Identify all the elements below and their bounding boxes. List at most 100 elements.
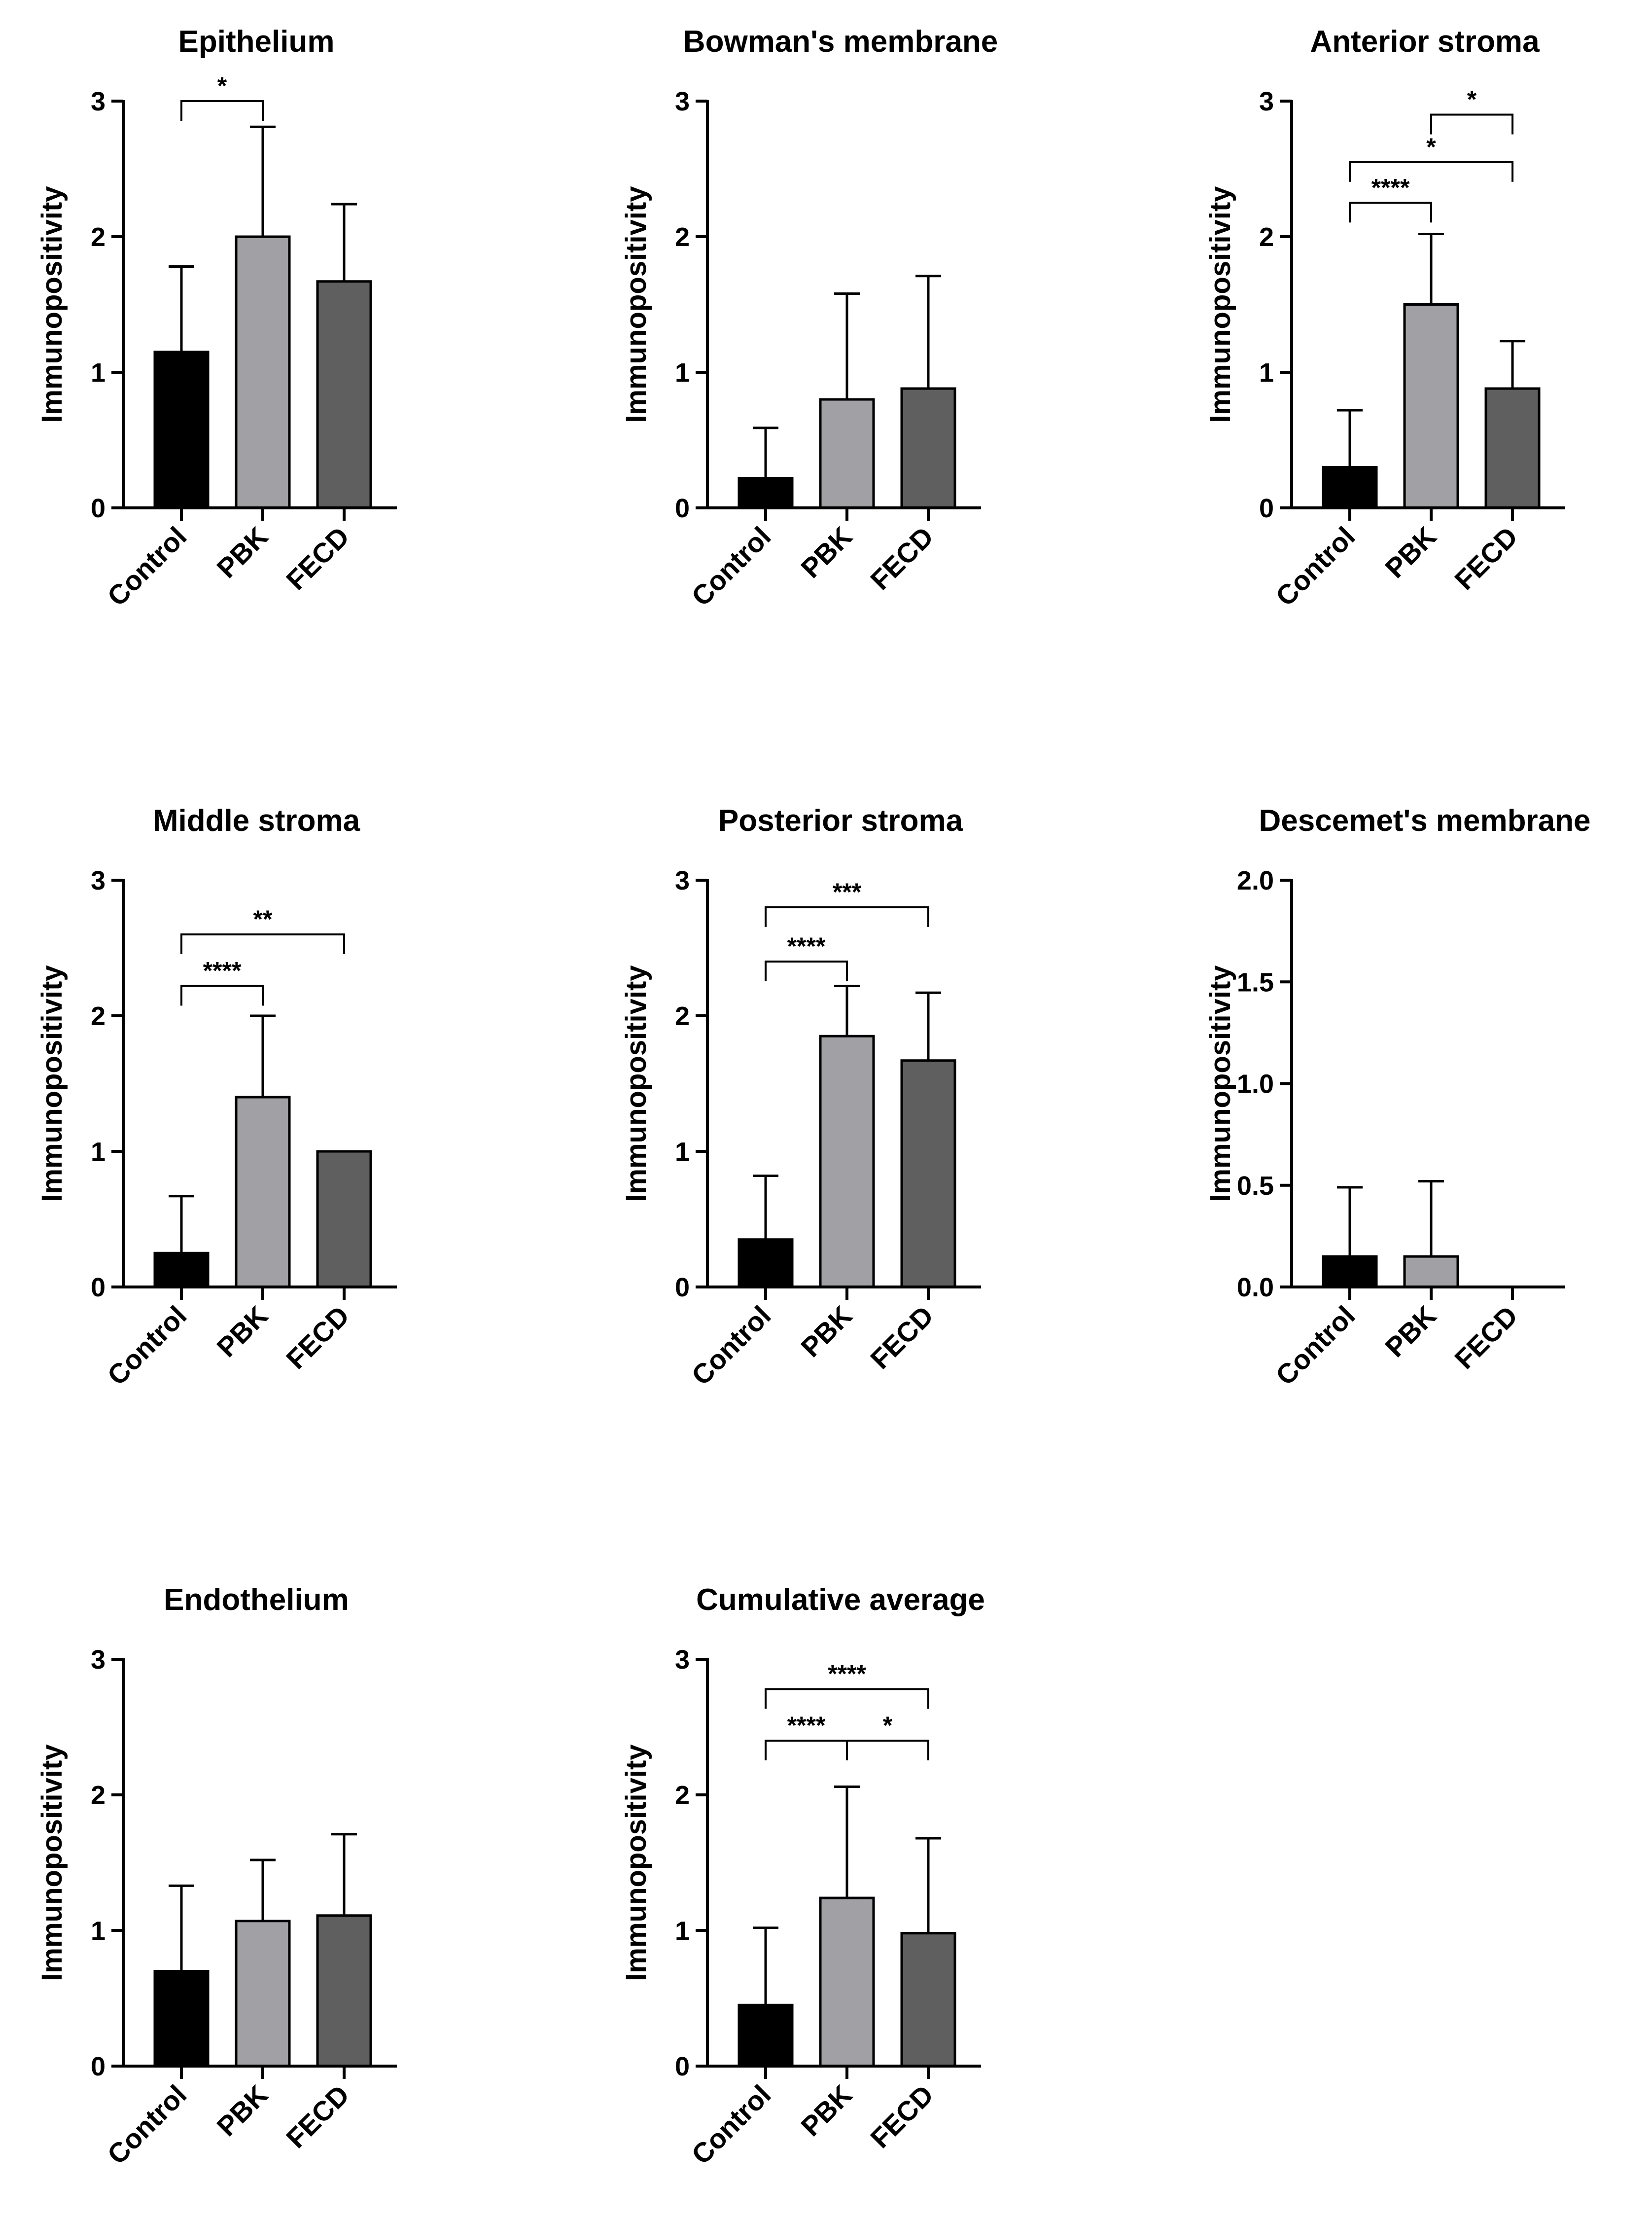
significance-bracket (180, 100, 264, 121)
y-tick-label: 0 (91, 2052, 105, 2081)
y-tick-label: 0 (675, 1273, 690, 1302)
bar-fecd (316, 1150, 372, 1288)
bar-control (738, 1238, 794, 1288)
y-tick-label: 1 (91, 1916, 105, 1946)
y-tick-label: 3 (675, 87, 690, 116)
bar-control (738, 477, 794, 509)
significance-label: **** (828, 1660, 866, 1688)
chart-title: Endothelium (164, 1583, 349, 1617)
significance-label: *** (833, 878, 862, 906)
x-tick-label-control: Control (685, 1300, 776, 1391)
chart-panel-descemet-s-membrane: Descemet's membrane Immunopositivity 0.0 0.… (1204, 804, 1590, 1391)
bar-control (153, 351, 210, 509)
bar-pbk (1403, 303, 1459, 509)
y-tick-label: 3 (91, 87, 105, 116)
chart-title: Bowman's membrane (683, 25, 998, 59)
y-tick-label: 1 (675, 358, 690, 388)
y-axis-label: Immunopositivity (1204, 186, 1236, 423)
y-tick-label: 1.0 (1237, 1070, 1274, 1099)
y-tick-label: 0 (91, 1273, 105, 1302)
x-tick-label-fecd: FECD (280, 521, 355, 596)
significance-bracket (846, 1740, 929, 1760)
bar-pbk (235, 1096, 291, 1288)
x-tick-label-fecd: FECD (864, 2079, 939, 2154)
bar-control (1322, 1255, 1378, 1288)
chart-title: Posterior stroma (718, 804, 963, 838)
x-tick-label-fecd: FECD (280, 2079, 355, 2154)
chart-panel-cumulative-average: Cumulative average Immunopositivity 0 1 2 3 Co… (620, 1583, 985, 2170)
y-tick-label: 1 (1259, 358, 1274, 388)
significance-bracket (1349, 161, 1513, 182)
y-tick-label: 2 (91, 1781, 105, 1810)
bar-control (153, 1970, 210, 2068)
bar-control (153, 1251, 210, 1288)
chart-title: Descemet's membrane (1259, 804, 1591, 838)
significance-bracket (1430, 113, 1513, 135)
y-tick-label: 3 (675, 866, 690, 895)
chart-panel-anterior-stroma: Anterior stroma Immunopositivity 0 1 2 3 Contr… (1204, 25, 1565, 612)
y-axis-label: Immunopositivity (620, 186, 652, 423)
significance-label: **** (1371, 174, 1410, 201)
x-tick-label-pbk: PBK (211, 1300, 274, 1363)
y-tick-label: 0.0 (1237, 1273, 1274, 1302)
y-tick-label: 1 (91, 1137, 105, 1167)
x-tick-label-pbk: PBK (795, 1300, 858, 1363)
bar-control (738, 2003, 794, 2068)
x-tick-label-control: Control (101, 521, 192, 612)
x-tick-label-control: Control (685, 521, 776, 612)
bar-control (1322, 466, 1378, 509)
x-tick-label-fecd: FECD (1448, 1300, 1523, 1375)
chart-title: Cumulative average (696, 1583, 985, 1617)
significance-bracket (180, 985, 264, 1006)
significance-label: **** (203, 957, 242, 985)
x-tick-label-fecd: FECD (864, 1300, 939, 1375)
x-tick-label-fecd: FECD (864, 521, 939, 596)
chart-panel-bowman-s-membrane: Bowman's membrane Immunopositivity 0 1 2 3 Con… (620, 25, 998, 612)
bar-pbk (1403, 1255, 1459, 1288)
bar-pbk (819, 1035, 875, 1288)
y-axis-label: Immunopositivity (620, 1744, 652, 1981)
y-tick-label: 2 (91, 222, 105, 252)
bar-pbk (235, 235, 291, 509)
bar-fecd (1484, 387, 1541, 509)
significance-label: **** (787, 932, 826, 960)
x-tick-label-fecd: FECD (1448, 521, 1523, 596)
chart-panel-epithelium: Epithelium Immunopositivity 0 1 2 3 Control PBK… (36, 25, 397, 612)
y-axis-label: Immunopositivity (36, 1744, 68, 1981)
y-axis-label: Immunopositivity (620, 965, 652, 1202)
x-tick-label-pbk: PBK (211, 521, 274, 584)
chart-title: Epithelium (178, 25, 335, 59)
y-tick-label: 1 (91, 358, 105, 388)
significance-bracket (765, 1740, 848, 1760)
bar-fecd (900, 1059, 956, 1288)
bar-pbk (819, 1896, 875, 2068)
chart-panel-endothelium: Endothelium Immunopositivity 0 1 2 3 Control PB… (36, 1583, 397, 2170)
x-tick-label-control: Control (685, 2079, 776, 2170)
bar-fecd (900, 1932, 956, 2068)
y-tick-label: 1 (675, 1137, 690, 1167)
x-tick-label-pbk: PBK (211, 2079, 274, 2142)
significance-label: * (217, 72, 227, 100)
y-tick-label: 2 (675, 1781, 690, 1810)
significance-label: ** (253, 905, 273, 933)
chart-title: Middle stroma (153, 804, 360, 838)
x-tick-label-control: Control (1269, 1300, 1361, 1391)
y-axis-label: Immunopositivity (36, 186, 68, 423)
x-tick-label-pbk: PBK (1379, 1300, 1442, 1363)
y-tick-label: 0.5 (1237, 1171, 1274, 1201)
bar-fecd (900, 387, 956, 509)
y-axis-label: Immunopositivity (1204, 965, 1236, 1202)
chart-panel-middle-stroma: Middle stroma Immunopositivity 0 1 2 3 Control… (36, 804, 397, 1391)
significance-bracket (765, 1688, 929, 1709)
y-tick-label: 3 (675, 1645, 690, 1675)
y-tick-label: 1 (675, 1916, 690, 1946)
significance-label: * (883, 1712, 893, 1739)
significance-bracket (180, 933, 345, 954)
x-tick-label-pbk: PBK (795, 2079, 858, 2142)
y-axis-label: Immunopositivity (36, 965, 68, 1202)
significance-label: * (1426, 133, 1436, 161)
y-tick-label: 2 (675, 1001, 690, 1031)
significance-bracket (1349, 202, 1432, 223)
